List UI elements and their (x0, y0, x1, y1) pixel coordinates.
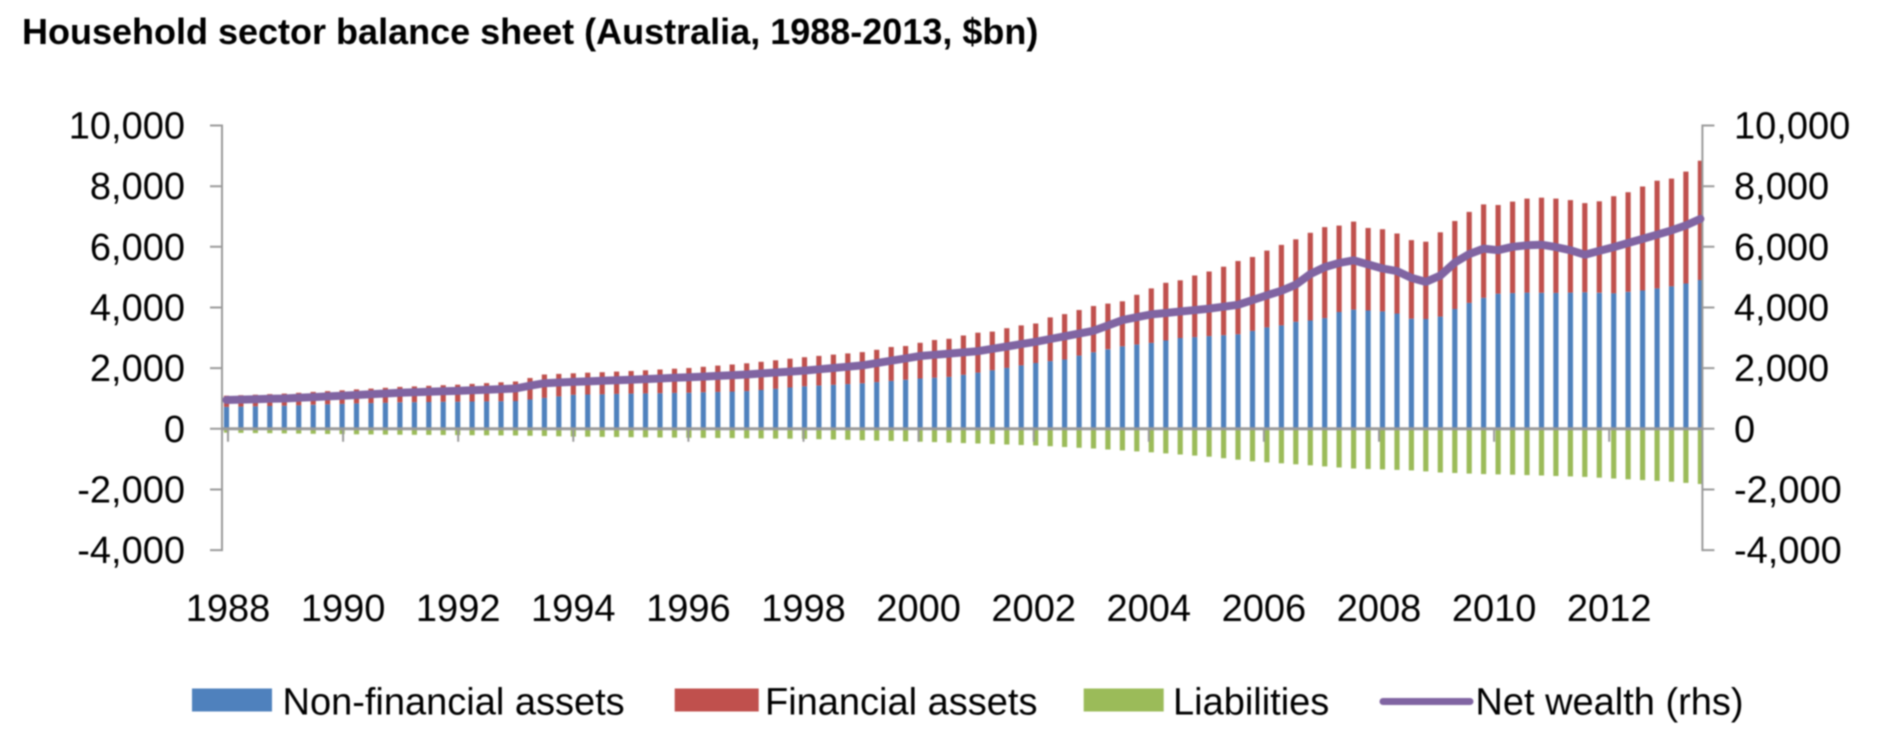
svg-text:4,000: 4,000 (1734, 288, 1829, 330)
svg-text:1990: 1990 (301, 588, 386, 630)
svg-text:1992: 1992 (416, 588, 501, 630)
svg-text:2,000: 2,000 (1734, 348, 1829, 390)
svg-text:10,000: 10,000 (1734, 106, 1850, 148)
svg-text:1988: 1988 (186, 588, 271, 630)
svg-text:0: 0 (1734, 409, 1755, 451)
svg-text:Household sector balance sheet: Household sector balance sheet (Australi… (22, 11, 1038, 52)
svg-text:-2,000: -2,000 (1734, 470, 1842, 512)
svg-text:-4,000: -4,000 (77, 530, 185, 572)
svg-text:4,000: 4,000 (90, 288, 185, 330)
svg-text:2,000: 2,000 (90, 348, 185, 390)
svg-text:6,000: 6,000 (90, 227, 185, 269)
svg-text:10,000: 10,000 (69, 106, 185, 148)
svg-text:2002: 2002 (991, 588, 1076, 630)
svg-text:1998: 1998 (761, 588, 846, 630)
svg-text:Financial assets: Financial assets (765, 682, 1037, 724)
svg-text:2004: 2004 (1107, 588, 1192, 630)
svg-text:2010: 2010 (1452, 588, 1537, 630)
svg-text:Non-financial assets: Non-financial assets (283, 682, 625, 724)
svg-text:Net wealth (rhs): Net wealth (rhs) (1475, 682, 1743, 724)
svg-text:2006: 2006 (1222, 588, 1307, 630)
svg-text:0: 0 (164, 409, 185, 451)
svg-text:8,000: 8,000 (1734, 166, 1829, 208)
svg-text:-2,000: -2,000 (77, 470, 185, 512)
svg-text:-4,000: -4,000 (1734, 530, 1842, 572)
svg-text:1994: 1994 (531, 588, 616, 630)
svg-text:2000: 2000 (876, 588, 961, 630)
svg-text:Liabilities: Liabilities (1173, 682, 1329, 724)
svg-text:8,000: 8,000 (90, 166, 185, 208)
svg-text:6,000: 6,000 (1734, 227, 1829, 269)
svg-text:2008: 2008 (1337, 588, 1422, 630)
svg-text:2012: 2012 (1567, 588, 1652, 630)
svg-text:1996: 1996 (646, 588, 731, 630)
